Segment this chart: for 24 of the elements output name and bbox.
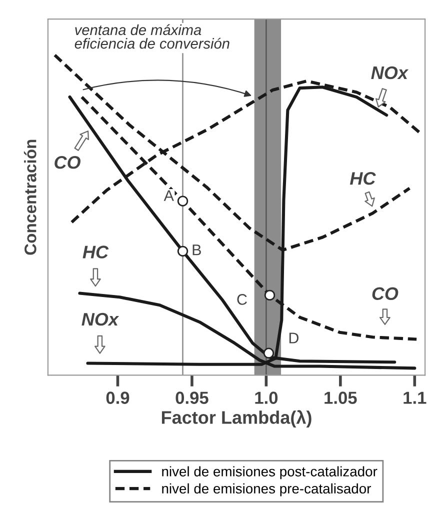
x-tick-label: 1.0	[255, 392, 278, 404]
annotation: B	[192, 244, 201, 256]
annotation: CO	[372, 287, 398, 300]
x-tick-label: 1.05	[324, 392, 357, 404]
point	[177, 246, 188, 257]
x-axis-title: Factor Lambda(λ)	[162, 410, 312, 428]
annotation: A	[164, 190, 174, 201]
legend-label: nivel de emisiones post-catalizador	[162, 466, 378, 480]
point	[177, 196, 188, 206]
annotation: HC	[350, 172, 376, 185]
x-tick-label: 0.9	[106, 392, 130, 404]
annotation: CO	[54, 156, 80, 169]
annotation: D	[289, 332, 298, 344]
point	[264, 290, 276, 301]
point	[263, 348, 274, 359]
band-label: ventana de máxima eficiencia de conversión	[74, 24, 230, 49]
annotation: NOx	[371, 66, 409, 80]
x-tick-label: 0.95	[176, 392, 208, 404]
legend-label: nivel de emisiones pre-catalisador	[162, 483, 371, 496]
x-tick-label: 1.1	[404, 392, 426, 404]
y-axis-title: Concentración	[24, 140, 36, 255]
annotation: C	[237, 294, 247, 305]
annotation: NOx	[82, 312, 120, 326]
annotation: HC	[82, 246, 109, 258]
